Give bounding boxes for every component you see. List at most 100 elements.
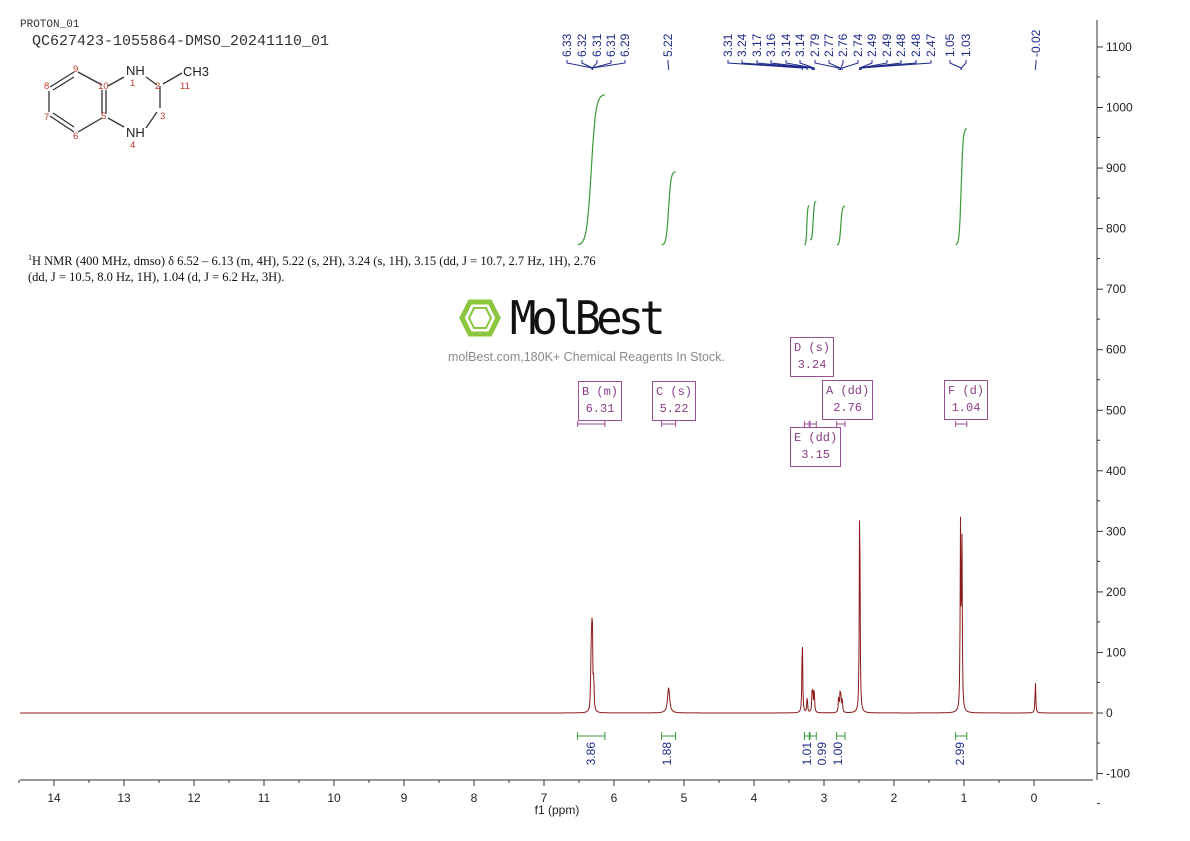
peak-label: 6.32 (575, 33, 589, 57)
nh-label: NH (126, 63, 145, 78)
peak-label-connector (566, 60, 593, 70)
molecule-structure: NH NH CH3 1 2 3 4 5 6 7 8 9 10 11 (44, 63, 209, 151)
peak-label-connector (770, 60, 814, 70)
atom-number: 5 (101, 111, 106, 122)
atom-number: 9 (73, 64, 78, 75)
integral-curves (577, 94, 967, 246)
peak-label: 3.16 (764, 33, 778, 57)
peak-label-connector (1034, 60, 1037, 70)
peak-label-connector (859, 60, 917, 70)
peak-label-connector (667, 60, 670, 70)
multiplet-shift: 1.04 (951, 401, 981, 415)
multiplet-box: B (m) 6.31 (578, 381, 623, 421)
x-tick-label: 13 (117, 791, 131, 805)
integral-value: 3.86 (584, 742, 598, 766)
peak-label: 2.49 (880, 33, 894, 57)
y-tick-label: 0 (1106, 706, 1113, 720)
peak-label-connector (741, 60, 808, 70)
x-tick-label: 2 (891, 791, 898, 805)
peak-label-connector (814, 60, 840, 70)
atom-number: 2 (155, 81, 160, 92)
nh-label: NH (126, 125, 145, 140)
multiplet-box: D (s) 3.24 (790, 337, 835, 377)
y-tick-label: 300 (1106, 524, 1126, 538)
integral-curve (661, 171, 676, 246)
atom-number: 7 (44, 112, 49, 123)
nucleus-superscript: 1 (28, 253, 32, 262)
y-tick-label: 1000 (1106, 101, 1133, 115)
x-tick-label: 6 (611, 791, 618, 805)
multiplet-range (803, 421, 810, 427)
multiplet-shift: 5.22 (659, 402, 689, 416)
axes: 14 13 12 11 10 9 8 7 6 5 4 3 2 1 0f1 (ppm)110010009008… (18, 20, 1133, 817)
x-tick-label: 7 (541, 791, 548, 805)
peak-label: 3.31 (721, 33, 735, 57)
multiplet-box: F (d) 1.04 (944, 380, 989, 420)
experiment-name: PROTON_01 (20, 19, 80, 31)
x-tick-label: 11 (258, 791, 271, 805)
peak-label-connector (828, 60, 841, 70)
watermark-logo-text: MolBest (510, 291, 666, 345)
peak-label: 3.17 (750, 33, 764, 57)
multiplet-range (577, 421, 606, 427)
y-tick-label: 1100 (1106, 40, 1132, 54)
peak-label-connector (591, 60, 626, 70)
peak-label: 1.03 (959, 33, 973, 57)
atom-number: 4 (130, 140, 135, 151)
peak-label: 1.05 (943, 33, 957, 57)
peak-label-connector (841, 60, 859, 70)
x-tick-label: 3 (821, 791, 828, 805)
multiplet-shift: 3.24 (797, 358, 827, 372)
multiplet-label: D (s) (794, 341, 831, 355)
x-tick-label: 1 (961, 791, 968, 805)
multiplet-box: A (dd) 2.76 (822, 380, 874, 420)
peak-labels: 6.33 6.32 6.31 6.31 6.29 5.22 3.31 3.24 3.17 3.16… (560, 29, 1043, 427)
peak-label-connector (960, 60, 967, 70)
peak-label-connector (727, 60, 803, 70)
y-tick-label: 600 (1106, 343, 1126, 357)
multiplet-range (809, 421, 817, 427)
y-tick-label: 900 (1106, 161, 1126, 175)
atom-number: 3 (160, 111, 165, 122)
watermark-tagline: molBest.com,180K+ Chemical Reagents In S… (448, 350, 725, 364)
y-tick-label: 500 (1106, 403, 1126, 417)
peak-label: 6.33 (560, 33, 574, 57)
integral-value: 1.88 (660, 742, 674, 766)
x-tick-label: 14 (47, 791, 61, 805)
peak-label: 2.48 (909, 33, 923, 57)
peak-label: -0.02 (1029, 29, 1043, 57)
multiplet-label: C (s) (656, 385, 693, 399)
peak-label: 6.29 (618, 33, 632, 57)
peak-label-connector (799, 60, 815, 70)
integral-curve (804, 205, 810, 246)
x-tick-label: 4 (751, 791, 758, 805)
peak-label: 2.48 (894, 33, 908, 57)
multiplet-label: A (dd) (826, 384, 870, 398)
atom-number: 11 (180, 81, 190, 92)
multiplet-shift: 2.76 (833, 401, 863, 415)
peak-label-connector (840, 60, 844, 70)
y-tick-label: 200 (1106, 585, 1126, 599)
y-tick-label: 800 (1106, 222, 1126, 236)
multiplet-shift: 3.15 (801, 448, 831, 462)
x-tick-label: 10 (327, 791, 341, 805)
multiplet-box: C (s) 5.22 (652, 381, 697, 421)
x-tick-label: 0 (1031, 791, 1038, 805)
peak-label: 2.74 (851, 33, 865, 57)
integral-value: 0.99 (815, 742, 829, 766)
ch3-label: CH3 (183, 64, 209, 79)
atom-number: 8 (44, 81, 49, 92)
x-axis-label: f1 (ppm) (535, 803, 580, 817)
integral-curve (809, 200, 817, 241)
x-tick-label: 12 (187, 791, 201, 805)
peak-label: 2.49 (865, 33, 879, 57)
peak-label-connector (949, 60, 962, 70)
y-tick-label: 700 (1106, 282, 1126, 296)
peak-label: 6.31 (604, 33, 618, 57)
multiplet-label: F (d) (948, 384, 985, 398)
y-tick-label: 400 (1106, 464, 1126, 478)
peak-label: 2.47 (924, 33, 938, 57)
y-tick-label: 100 (1106, 645, 1126, 659)
